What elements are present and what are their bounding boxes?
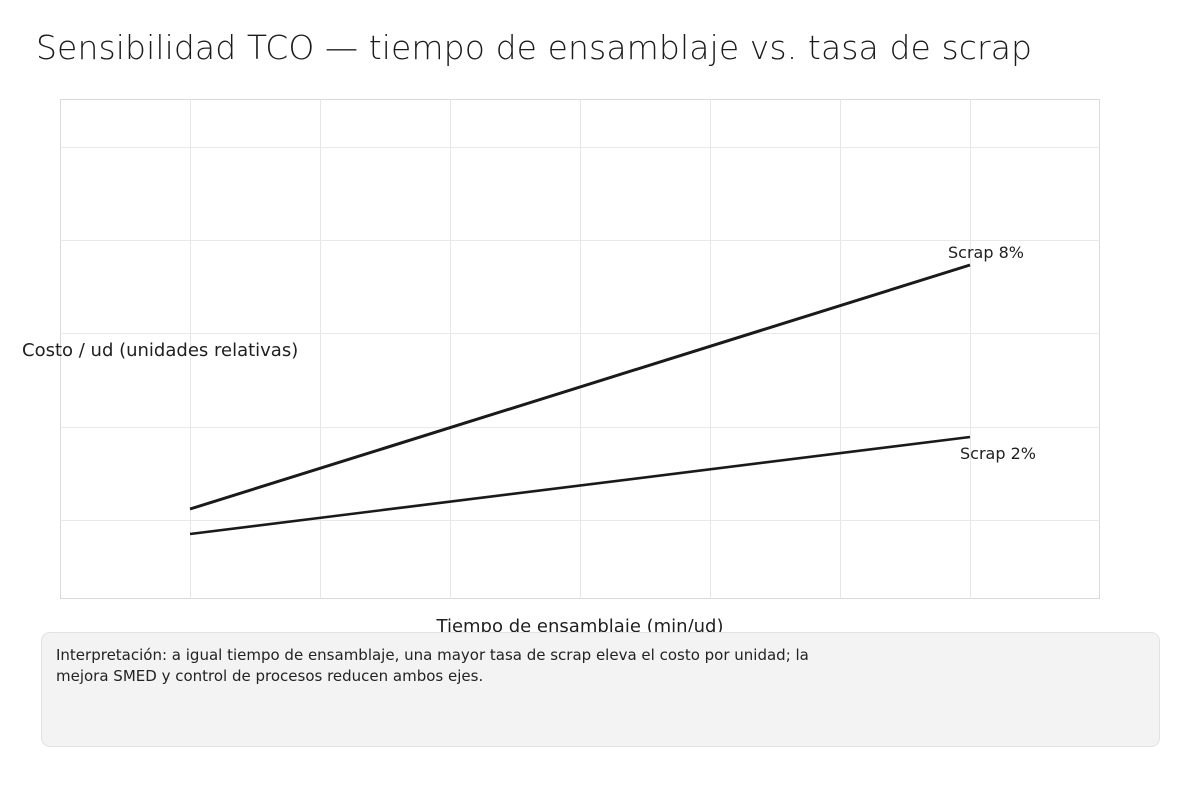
series-plot [189,263,971,536]
gridline-horizontal [60,240,1100,241]
series-line-scrap-2 [189,435,971,536]
gridline-horizontal [60,520,1100,521]
series-line-scrap-8 [189,263,971,511]
gridline-vertical [190,99,191,599]
gridline-vertical [580,99,581,599]
gridline-vertical [710,99,711,599]
gridline-vertical [840,99,841,599]
gridline-horizontal [60,147,1100,148]
gridline-vertical [970,99,971,599]
series-annotation-scrap-2: Scrap 2% [960,444,1036,463]
plot-area: Scrap 8% Scrap 2% [60,99,1100,599]
gridline-vertical [450,99,451,599]
axis-label-y: Costo / ud (unidades relativas) [22,340,299,361]
gridline-horizontal [60,333,1100,334]
page-title: Sensibilidad TCO — tiempo de ensamblaje … [36,28,1033,67]
series-annotation-scrap-8: Scrap 8% [948,243,1024,262]
gridline-horizontal [60,427,1100,428]
axis-label-x: Tiempo de ensamblaje (min/ud) [436,616,724,637]
interpretation-note-text: Interpretación: a igual tiempo de ensamb… [56,646,809,686]
gridline-vertical [320,99,321,599]
interpretation-note-box: Interpretación: a igual tiempo de ensamb… [41,632,1160,747]
